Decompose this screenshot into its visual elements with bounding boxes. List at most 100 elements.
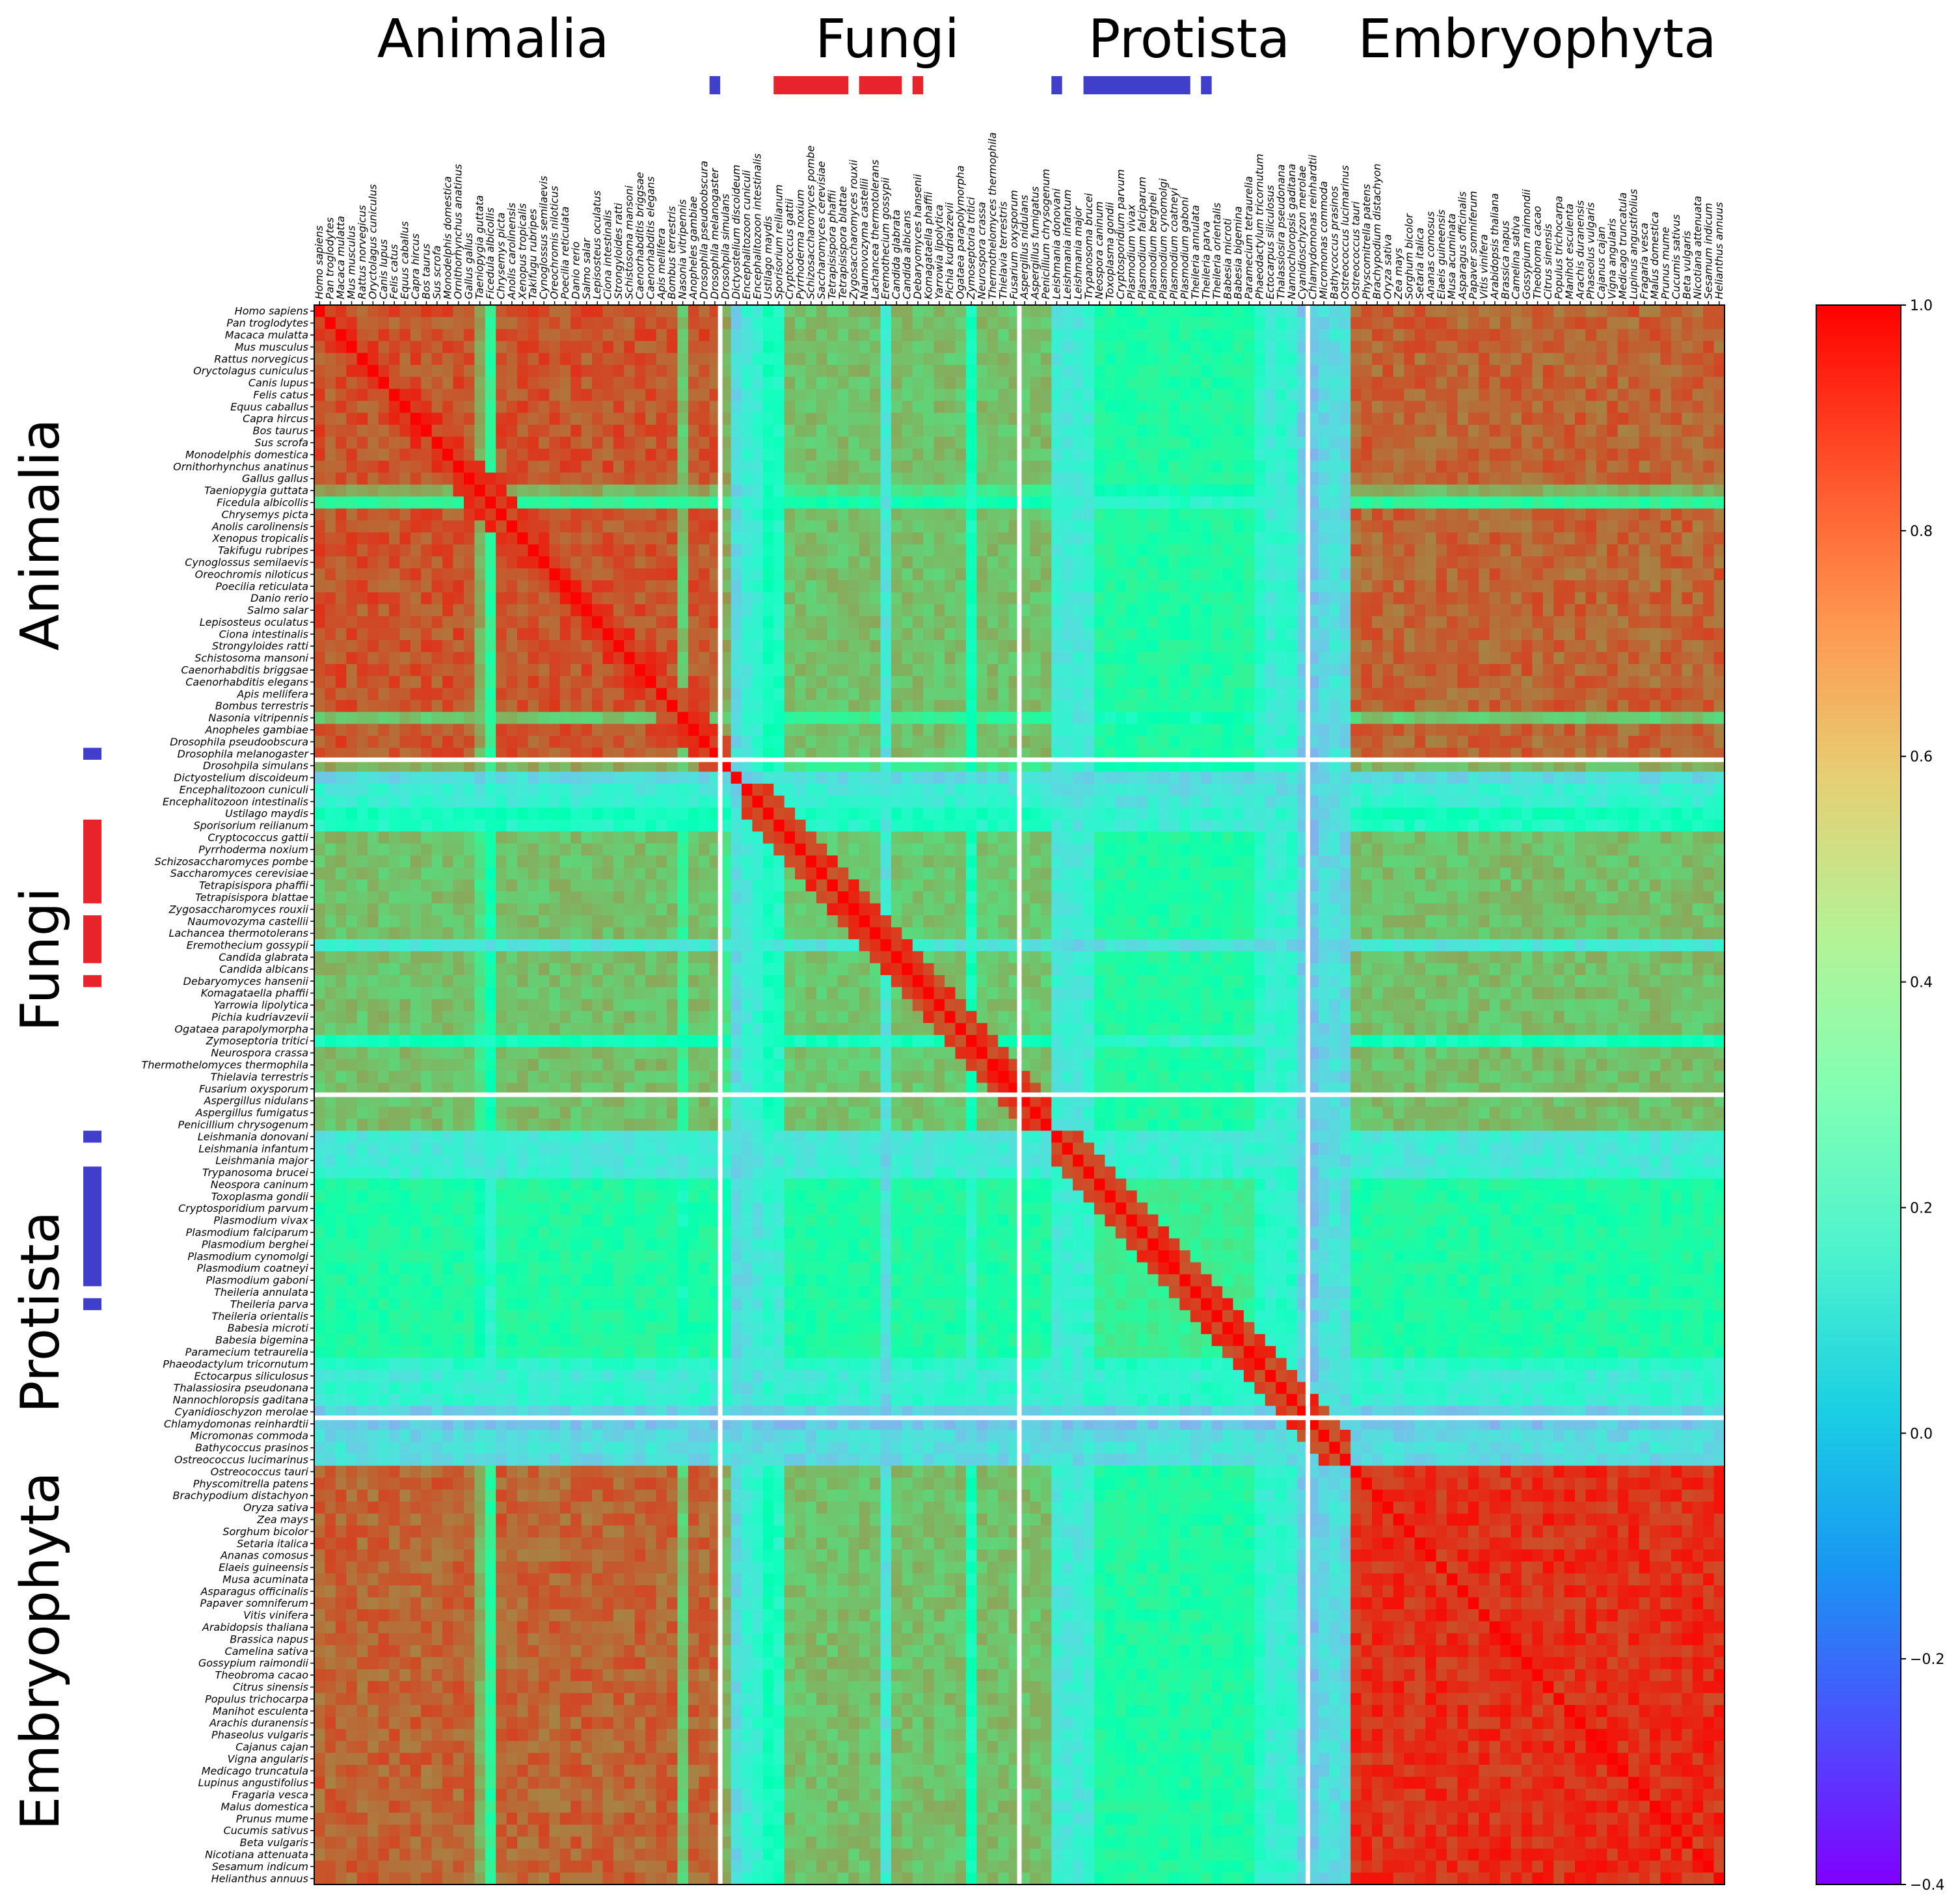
- heatmap-cell: [998, 353, 1010, 366]
- heatmap-cell: [1639, 532, 1650, 545]
- row-label: Caenorhabditis elegans: [185, 676, 308, 688]
- heatmap-cell: [1051, 424, 1063, 437]
- heatmap-cell: [1575, 341, 1587, 354]
- heatmap-cell: [1073, 353, 1084, 366]
- heatmap-cell: [1607, 616, 1618, 629]
- heatmap-cell: [1382, 329, 1394, 342]
- heatmap-cell: [1136, 412, 1148, 425]
- heatmap-cell: [859, 377, 870, 390]
- heatmap-cell: [1425, 472, 1437, 485]
- heatmap-cell: [1361, 520, 1373, 533]
- row-label: Thalassiosira pseudonana: [174, 1382, 308, 1394]
- heatmap-cell: [880, 388, 892, 401]
- heatmap-cell: [1617, 353, 1629, 366]
- heatmap-cell: [709, 568, 721, 581]
- heatmap-cell: [752, 520, 764, 533]
- heatmap-cell: [506, 688, 518, 701]
- heatmap-cell: [1339, 520, 1351, 533]
- heatmap-cell: [731, 364, 742, 377]
- heatmap-cell: [1713, 364, 1725, 377]
- heatmap-cell: [356, 317, 368, 330]
- column-label: Bombus terrestris: [665, 206, 678, 299]
- heatmap-cell: [837, 401, 849, 414]
- heatmap-cell: [1233, 412, 1244, 425]
- heatmap-cell: [1211, 461, 1223, 474]
- heatmap-cell: [1201, 341, 1213, 354]
- heatmap-cell: [1542, 616, 1554, 629]
- heatmap-cell: [1105, 652, 1116, 665]
- heatmap-cell: [891, 700, 902, 712]
- heatmap-cell: [613, 353, 624, 366]
- column-label: Zymoseptoria tritici: [965, 196, 977, 300]
- heatmap-cell: [891, 448, 902, 461]
- heatmap-cell: [1650, 436, 1661, 449]
- heatmap-cell: [1265, 401, 1276, 414]
- heatmap-cell: [1617, 329, 1629, 342]
- heatmap-cell: [559, 317, 571, 330]
- heatmap-cell: [634, 688, 646, 701]
- heatmap-cell: [880, 688, 892, 701]
- heatmap-cell: [463, 388, 475, 401]
- heatmap-cell: [388, 448, 400, 461]
- heatmap-cell: [1617, 448, 1629, 461]
- heatmap-cell: [656, 556, 667, 569]
- heatmap-cell: [1105, 436, 1116, 449]
- heatmap-cell: [613, 700, 624, 712]
- heatmap-cell: [1511, 688, 1522, 701]
- heatmap-cell: [720, 424, 732, 437]
- heatmap-cell: [1489, 496, 1501, 509]
- heatmap-cell: [1521, 556, 1533, 569]
- heatmap-cell: [399, 700, 411, 712]
- heatmap-cell: [1190, 412, 1202, 425]
- heatmap-cell: [538, 461, 550, 474]
- heatmap-cell: [613, 508, 624, 521]
- heatmap-cell: [773, 628, 785, 641]
- column-label: Cryptococcus gattii: [783, 198, 796, 299]
- heatmap-cell: [549, 652, 561, 665]
- heatmap-cell: [1276, 436, 1287, 449]
- heatmap-cell: [485, 317, 496, 330]
- heatmap-cell: [1030, 448, 1041, 461]
- heatmap-cell: [378, 377, 390, 390]
- heatmap-cell: [1233, 592, 1244, 605]
- heatmap-cell: [1436, 496, 1447, 509]
- heatmap-cell: [827, 664, 839, 677]
- heatmap-cell: [1639, 508, 1650, 521]
- heatmap-cell: [1660, 472, 1672, 485]
- heatmap-cell: [965, 556, 977, 569]
- heatmap-cell: [463, 377, 475, 390]
- heatmap-cell: [453, 377, 464, 390]
- heatmap-cell: [1692, 604, 1704, 617]
- heatmap-cell: [1201, 616, 1213, 629]
- heatmap-cell: [656, 388, 667, 401]
- heatmap-cell: [1073, 556, 1084, 569]
- heatmap-cell: [410, 556, 422, 569]
- heatmap-cell: [1457, 604, 1469, 617]
- heatmap-cell: [1425, 628, 1437, 641]
- heatmap-cell: [848, 496, 860, 509]
- heatmap-cell: [1393, 688, 1404, 701]
- heatmap-cell: [1168, 472, 1180, 485]
- heatmap-cell: [581, 341, 593, 354]
- heatmap-cell: [421, 664, 433, 677]
- row-label: Danio rerio: [250, 592, 308, 604]
- heatmap-cell: [1233, 616, 1244, 629]
- column-label: Chrysemys picta: [494, 213, 507, 300]
- heatmap-cell: [1190, 520, 1202, 533]
- heatmap-cell: [431, 353, 443, 366]
- heatmap-cell: [1030, 412, 1041, 425]
- heatmap-cell: [645, 652, 657, 665]
- heatmap-cell: [891, 592, 902, 605]
- heatmap-cell: [955, 388, 967, 401]
- row-label: Theileria orientalis: [211, 1310, 308, 1322]
- heatmap-cell: [1136, 568, 1148, 581]
- heatmap-cell: [1286, 520, 1298, 533]
- heatmap-cell: [923, 496, 935, 509]
- heatmap-cell: [1393, 580, 1404, 593]
- heatmap-cell: [923, 341, 935, 354]
- heatmap-cell: [549, 329, 561, 342]
- heatmap-cell: [399, 532, 411, 545]
- heatmap-cell: [1425, 688, 1437, 701]
- heatmap-cell: [1211, 556, 1223, 569]
- heatmap-cell: [1179, 329, 1191, 342]
